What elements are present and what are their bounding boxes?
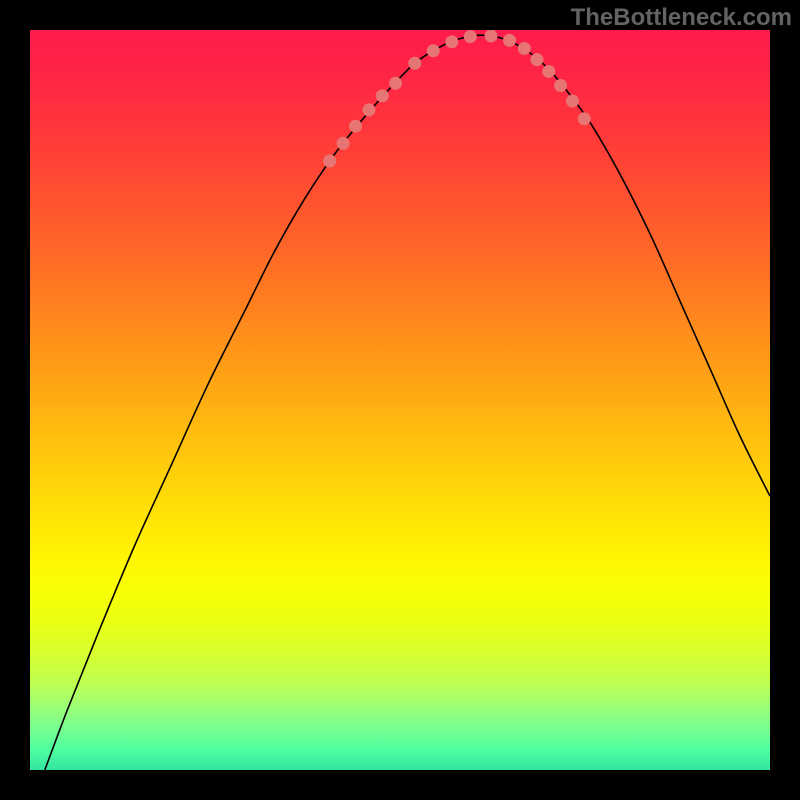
curve-marker [349, 120, 362, 133]
curve-marker [445, 35, 458, 48]
watermark-text: TheBottleneck.com [571, 4, 792, 32]
curve-markers [323, 30, 591, 167]
curve-marker [554, 79, 567, 92]
plot-area [30, 30, 770, 770]
curve-marker [566, 95, 579, 108]
curve-marker [337, 137, 350, 150]
curve-marker [376, 89, 389, 102]
bottleneck-curve [45, 35, 770, 770]
curve-marker [503, 34, 516, 47]
curve-marker [464, 30, 477, 43]
curve-marker [578, 112, 591, 125]
curve-marker [530, 53, 543, 66]
chart-container: TheBottleneck.com [0, 0, 800, 800]
curve-marker [408, 57, 421, 70]
curve-marker [542, 65, 555, 78]
curve-marker [518, 42, 531, 55]
curve-marker [362, 103, 375, 116]
curve-marker [427, 44, 440, 57]
curve-marker [323, 154, 336, 167]
curve-marker [389, 77, 402, 90]
curve-layer [30, 30, 770, 770]
curve-marker [485, 30, 498, 42]
